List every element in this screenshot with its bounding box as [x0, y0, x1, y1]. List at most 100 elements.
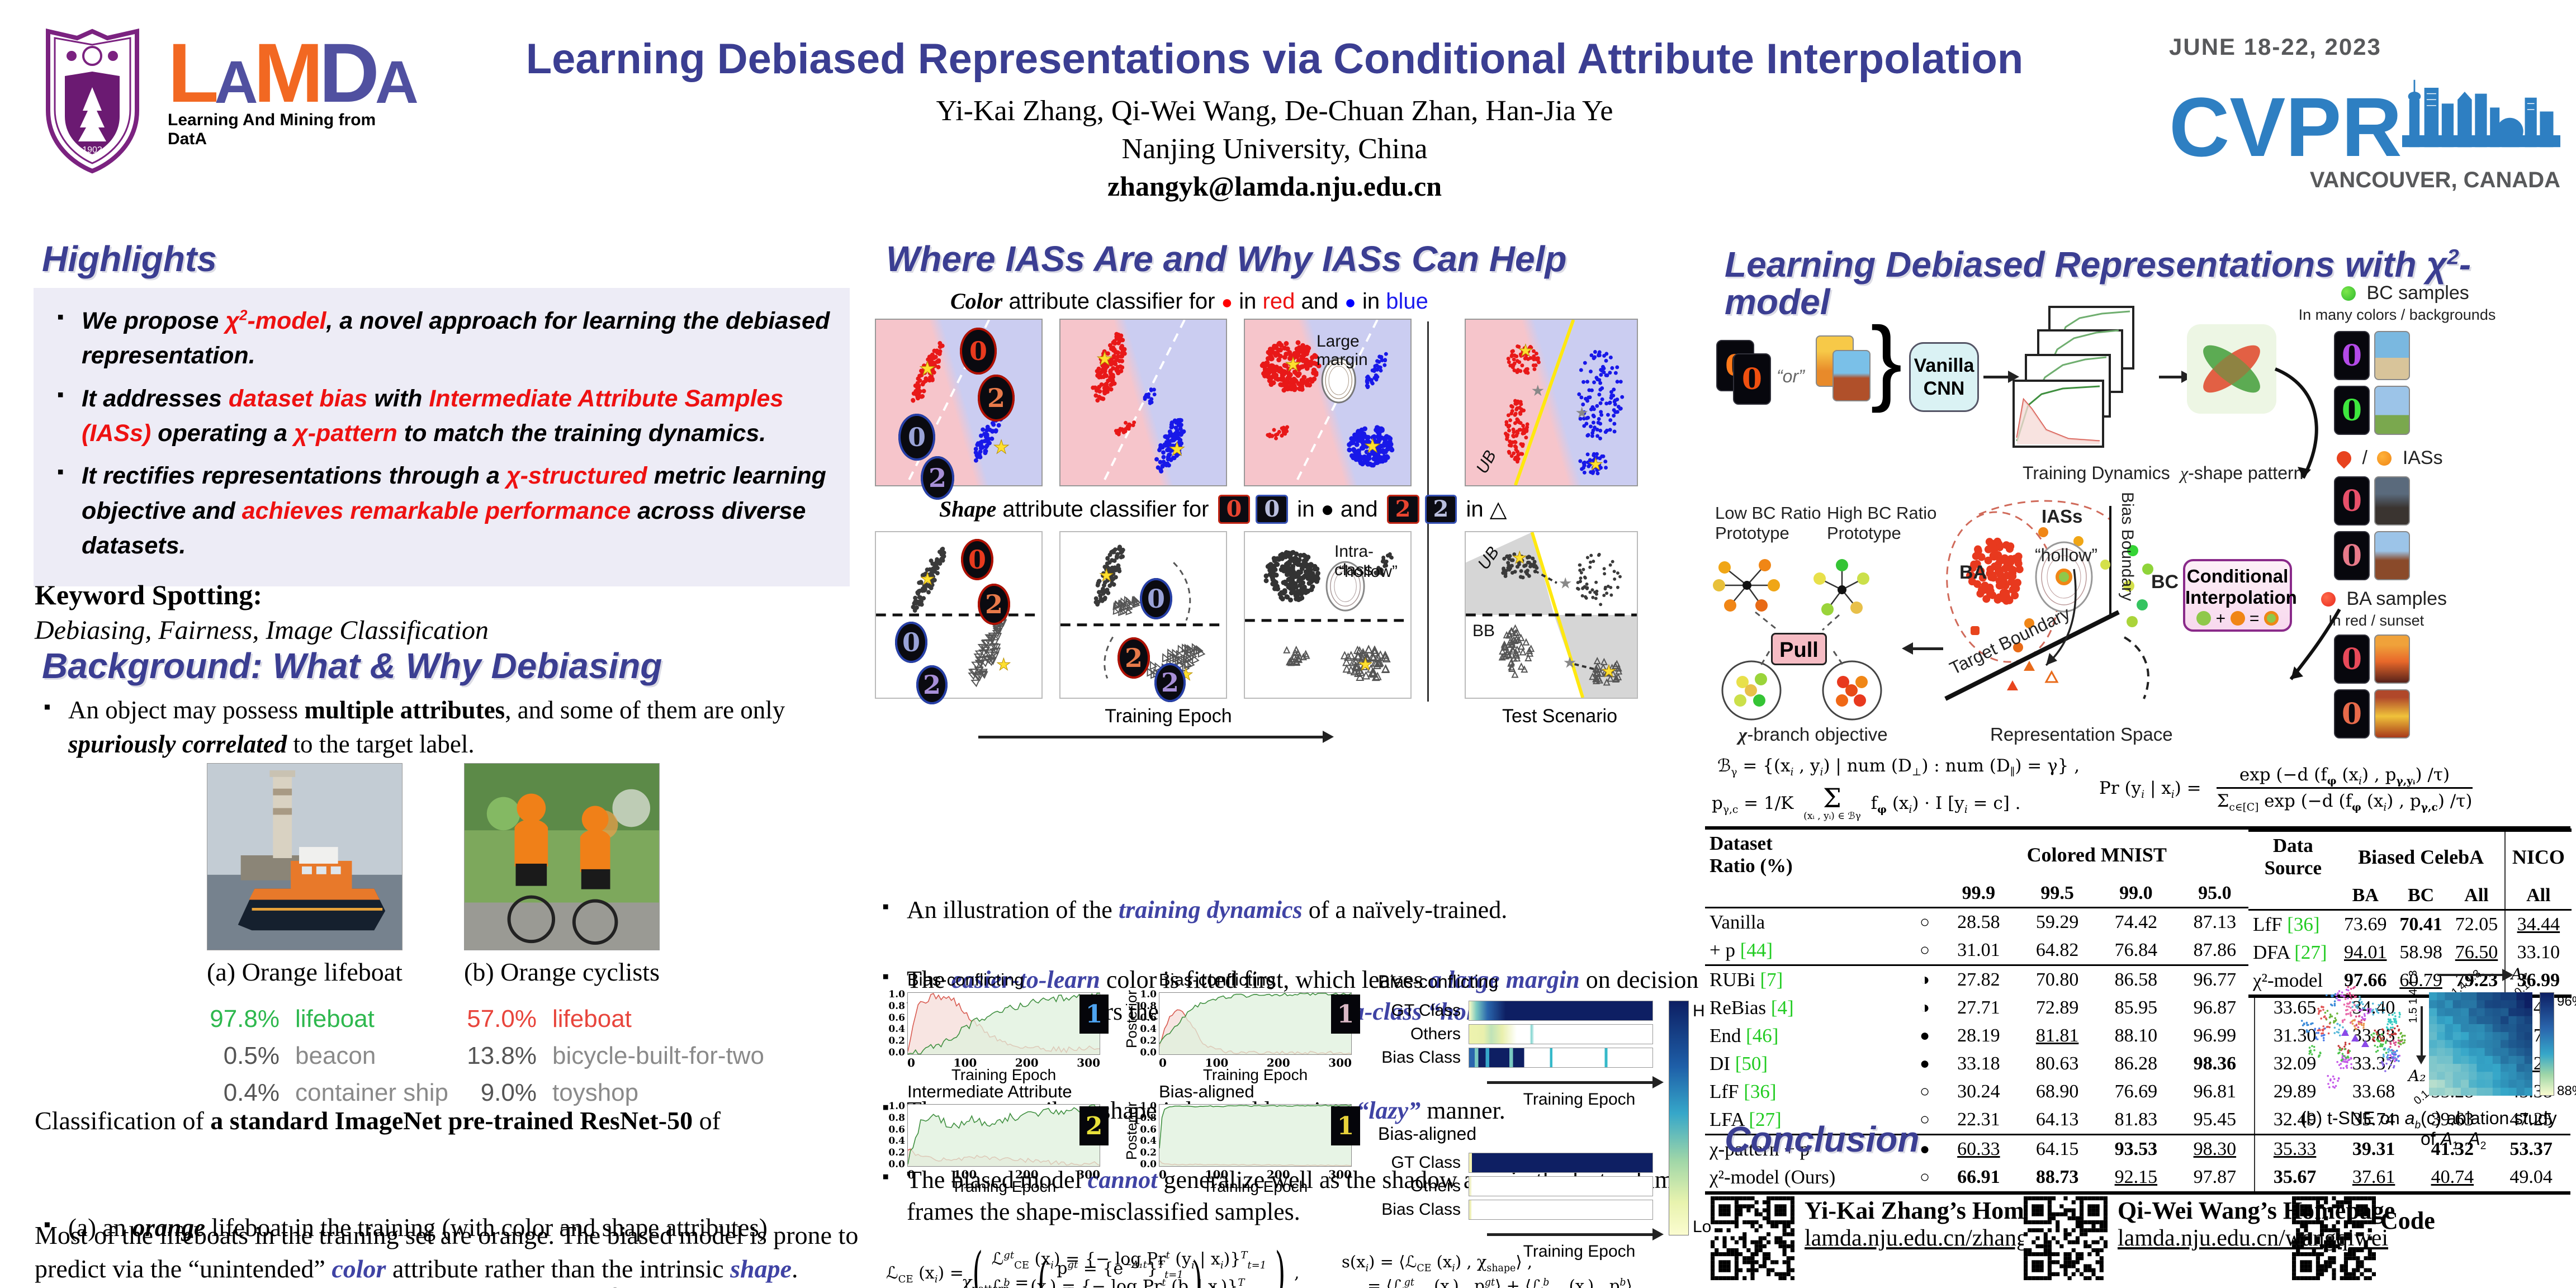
text-segment: ) , p — [2386, 791, 2421, 812]
item-a: (a) an orange lifeboat in the training (… — [39, 1211, 861, 1244]
result-value: 36.99 — [2504, 967, 2572, 996]
result-value: 92.15 — [2114, 1167, 2158, 1187]
text-segment: χ-structured — [506, 462, 647, 490]
or-label: “or” — [1777, 366, 1805, 386]
result-value: 59.29 — [2035, 912, 2079, 932]
ablation-heatmap — [2429, 992, 2532, 1096]
a1-axis-label: A₁ — [2511, 965, 2529, 983]
text-segment: ) , p — [2361, 765, 2397, 785]
table-row: χ²-model 97.66 60.79 79.23 36.99 — [2248, 967, 2572, 996]
homepage-2-url[interactable]: lamda.nju.edu.cn/wangqiwei — [2118, 1225, 2389, 1251]
result-value: 96.99 — [2193, 1025, 2237, 1046]
svg-text:★: ★ — [1518, 342, 1533, 360]
vancouver-skyline-icon — [2402, 79, 2560, 148]
text-segment: 2 — [1386, 495, 1419, 524]
text-segment: CE — [1549, 1287, 1564, 1288]
heat-row-others: Others — [1378, 1024, 1653, 1044]
input-digit-chip: 0 — [1733, 353, 1771, 405]
text-segment: i — [1452, 1262, 1455, 1274]
result-value: 64.82 — [2035, 940, 2079, 960]
text-segment: i — [1450, 1287, 1453, 1288]
text-segment: An object may possess — [68, 696, 305, 724]
text-segment: The — [907, 965, 951, 993]
shape-panel-2: ★ ★ 0 2 2 — [1059, 531, 1227, 702]
nju-emblem-icon: 1902 — [46, 28, 139, 174]
homepage-1-url[interactable]: lamda.nju.edu.cn/zhangyk — [1805, 1225, 2052, 1251]
text-segment: ) /τ) — [2415, 765, 2450, 785]
ablation-caption: (c) ablation study of A1, A2 — [2421, 1108, 2576, 1152]
text-segment: b — [1003, 1277, 1010, 1288]
highlight-bullet: It addresses dataset bias with Intermedi… — [53, 381, 831, 451]
result-value: 35.67 — [2254, 1163, 2334, 1193]
text-segment: CE — [1014, 1259, 1029, 1271]
prediction-label: lifeboat — [295, 1005, 375, 1033]
text-segment: -branch objective — [1747, 724, 1888, 745]
result-value: 35.33 — [2254, 1134, 2334, 1163]
heat-row-bias-2: Bias Class — [1378, 1200, 1653, 1220]
homepage-2-block: Qi-Wei Wang’s Homepage lamda.nju.edu.cn/… — [2024, 1196, 2395, 1280]
heat-colorbar — [1669, 1001, 1689, 1235]
ba-digit-chip: 0 — [2334, 689, 2370, 738]
orange-dot-icon — [2230, 610, 2245, 626]
qr-code-icon[interactable] — [2292, 1196, 2376, 1280]
text-segment: t=1 — [1164, 1269, 1183, 1281]
text-segment: with shape). — [681, 1284, 810, 1288]
text-segment: γ,c — [2421, 802, 2438, 814]
text-segment: -model — [247, 307, 326, 334]
shape-panel-test: ★ ★ ★ ★ UB BB — [1465, 531, 1638, 699]
text-segment: 1/K — [1763, 793, 1794, 814]
svg-text:★: ★ — [1563, 654, 1577, 671]
method-label: ReBias [4] — [1710, 997, 1794, 1019]
method-label: LfF [36] — [1710, 1081, 1777, 1102]
ias-photo-chip — [2374, 476, 2410, 525]
affiliation: Nanjing University, China — [1121, 132, 1428, 165]
shape-panel-3: ★ Intra-class “hollow” — [1244, 531, 1412, 699]
title-block: Learning Debiased Representations via Co… — [458, 35, 2091, 205]
method-label: χ²-model (Ours) — [1710, 1166, 1836, 1188]
hollow-center-label: “hollow” — [2035, 545, 2098, 565]
prediction-label: container ship — [295, 1079, 448, 1106]
heat-row-bias: Bias Class — [1378, 1048, 1653, 1068]
svg-text:★: ★ — [1588, 456, 1603, 473]
background-heading: Background: What & Why Debiasing — [42, 646, 662, 686]
bc-dot-icon — [2341, 286, 2356, 301]
code-qr-label: Code — [2380, 1207, 2435, 1234]
qr-code-icon[interactable] — [2024, 1196, 2108, 1280]
chi-shape-label: χ-shape pattern — [2180, 463, 2303, 484]
text-segment: χ — [225, 307, 240, 334]
text-segment: ℒ — [886, 1263, 898, 1283]
svg-text:★: ★ — [996, 656, 1011, 674]
text-segment: “lazy” — [1356, 1097, 1421, 1125]
text-segment: ) | num (D — [1823, 756, 1912, 776]
bc-photo-chip — [2374, 386, 2410, 435]
text-segment: in — [1356, 289, 1386, 314]
text-segment: φ — [2352, 802, 2361, 814]
text-segment: i — [934, 1273, 938, 1285]
text-segment: with color, — [448, 1284, 569, 1288]
bias-info-circle-icon: ○ — [1920, 1082, 1930, 1101]
text-segment: | x — [2144, 778, 2171, 799]
text-segment: i — [1820, 766, 1824, 779]
bias-info-circle-icon: ● — [1920, 1054, 1930, 1073]
text-segment: to the target label. — [287, 730, 475, 758]
training-epoch-label: Training Epoch — [1105, 705, 1232, 727]
result-value: 22.31 — [1957, 1109, 2000, 1130]
text-segment: gt — [1067, 1259, 1078, 1271]
color-panel-2: ★ ★ — [1059, 319, 1227, 486]
qr-code-icon[interactable] — [1711, 1196, 1794, 1280]
large-margin-label: Large margin — [1317, 332, 1368, 369]
result-value: 30.24 — [1957, 1081, 2000, 1102]
text-segment: ⟩ — [1626, 1276, 1632, 1288]
text-segment: φ — [1877, 804, 1887, 816]
text-segment: manner. — [1420, 1097, 1505, 1125]
vanilla-cnn-box: Vanilla CNN — [1909, 342, 1979, 412]
text-segment: −A₁t — [1123, 1259, 1147, 1271]
text-segment: (y — [1169, 1249, 1191, 1269]
text-segment: gt — [1404, 1277, 1414, 1288]
result-value: 88.10 — [2114, 1025, 2158, 1046]
result-value: 53.37 — [2492, 1134, 2570, 1163]
nju-year: 1902 — [82, 145, 102, 155]
right-heading: Learning Debiased Representations with χ… — [1725, 245, 2576, 321]
prediction-label: bicycle-built-for-two — [552, 1042, 764, 1069]
